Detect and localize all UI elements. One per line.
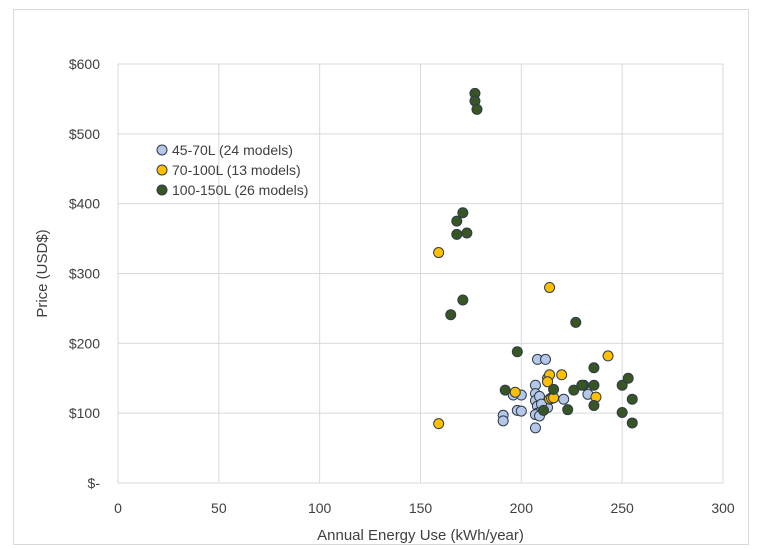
data-point-series-3 [451, 215, 463, 227]
data-point-series-2 [556, 369, 568, 381]
grid [118, 63, 724, 483]
data-point-series-3 [626, 393, 638, 405]
data-point-series-3 [451, 228, 463, 240]
data-point-series-3 [471, 103, 483, 115]
x-tick-label: 0 [114, 500, 122, 516]
data-point-series-3 [445, 309, 457, 321]
data-points [433, 87, 638, 434]
legend-label: 100-150L (26 models) [172, 182, 308, 198]
data-point-series-3 [622, 372, 634, 384]
data-point-series-1 [515, 405, 527, 417]
data-point-series-2 [544, 281, 556, 293]
axes: 0 50 100 150 200 250 300 $- $100 $200 $300 $400 $500… [69, 56, 735, 516]
y-tick-label: $500 [69, 126, 100, 142]
data-point-series-3 [616, 406, 628, 418]
x-tick-label: 250 [610, 500, 634, 516]
legend: 45-70L (24 models) 70-100L (13 models) 100… [156, 142, 308, 198]
data-point-series-3 [616, 379, 628, 391]
data-point-series-3 [461, 227, 473, 239]
legend-label: 45-70L (24 models) [172, 142, 293, 158]
chart-frame: 0 50 100 150 200 250 300 $- $100 $200 $300 $400 $500… [13, 9, 749, 545]
data-point-series-3 [588, 362, 600, 374]
data-point-series-3 [588, 379, 600, 391]
data-point-series-3 [588, 399, 600, 411]
data-point-series-2 [433, 247, 445, 259]
data-point-series-1 [497, 415, 509, 427]
data-point-series-2 [433, 418, 445, 430]
legend-marker [156, 144, 168, 156]
data-point-series-1 [529, 422, 541, 434]
x-tick-label: 200 [510, 500, 534, 516]
y-tick-label: $100 [69, 405, 100, 421]
data-point-series-3 [562, 404, 574, 416]
y-tick-label: $400 [69, 196, 100, 212]
x-tick-label: 100 [308, 500, 332, 516]
data-point-series-3 [457, 294, 469, 306]
data-point-series-1 [558, 393, 570, 405]
y-tick-label: $- [88, 475, 101, 491]
x-tick-label: 50 [211, 500, 227, 516]
data-point-series-2 [602, 350, 614, 362]
legend-label: 70-100L (13 models) [172, 162, 301, 178]
data-point-series-3 [538, 404, 550, 416]
x-axis-title: Annual Energy Use (kWh/year) [317, 527, 524, 544]
legend-marker [156, 164, 168, 176]
data-point-series-3 [576, 379, 588, 391]
x-tick-label: 150 [409, 500, 433, 516]
data-point-series-3 [511, 346, 523, 358]
data-point-series-3 [499, 384, 511, 396]
data-point-series-3 [626, 417, 638, 429]
data-point-series-3 [568, 384, 580, 396]
legend-marker [156, 184, 168, 196]
data-point-series-2 [542, 376, 554, 388]
data-point-series-3 [457, 207, 469, 219]
y-tick-label: $200 [69, 335, 100, 351]
x-tick-label: 300 [711, 500, 735, 516]
y-tick-label: $300 [69, 266, 100, 282]
data-point-series-3 [548, 383, 560, 395]
scatter-chart: 0 50 100 150 200 250 300 $- $100 $200 $300 $400 $500… [34, 56, 735, 544]
data-point-series-1 [540, 353, 552, 365]
data-point-series-2 [509, 386, 521, 398]
y-axis-title: Price (USD$) [34, 229, 51, 317]
y-tick-label: $600 [69, 56, 100, 72]
data-point-series-3 [570, 316, 582, 328]
